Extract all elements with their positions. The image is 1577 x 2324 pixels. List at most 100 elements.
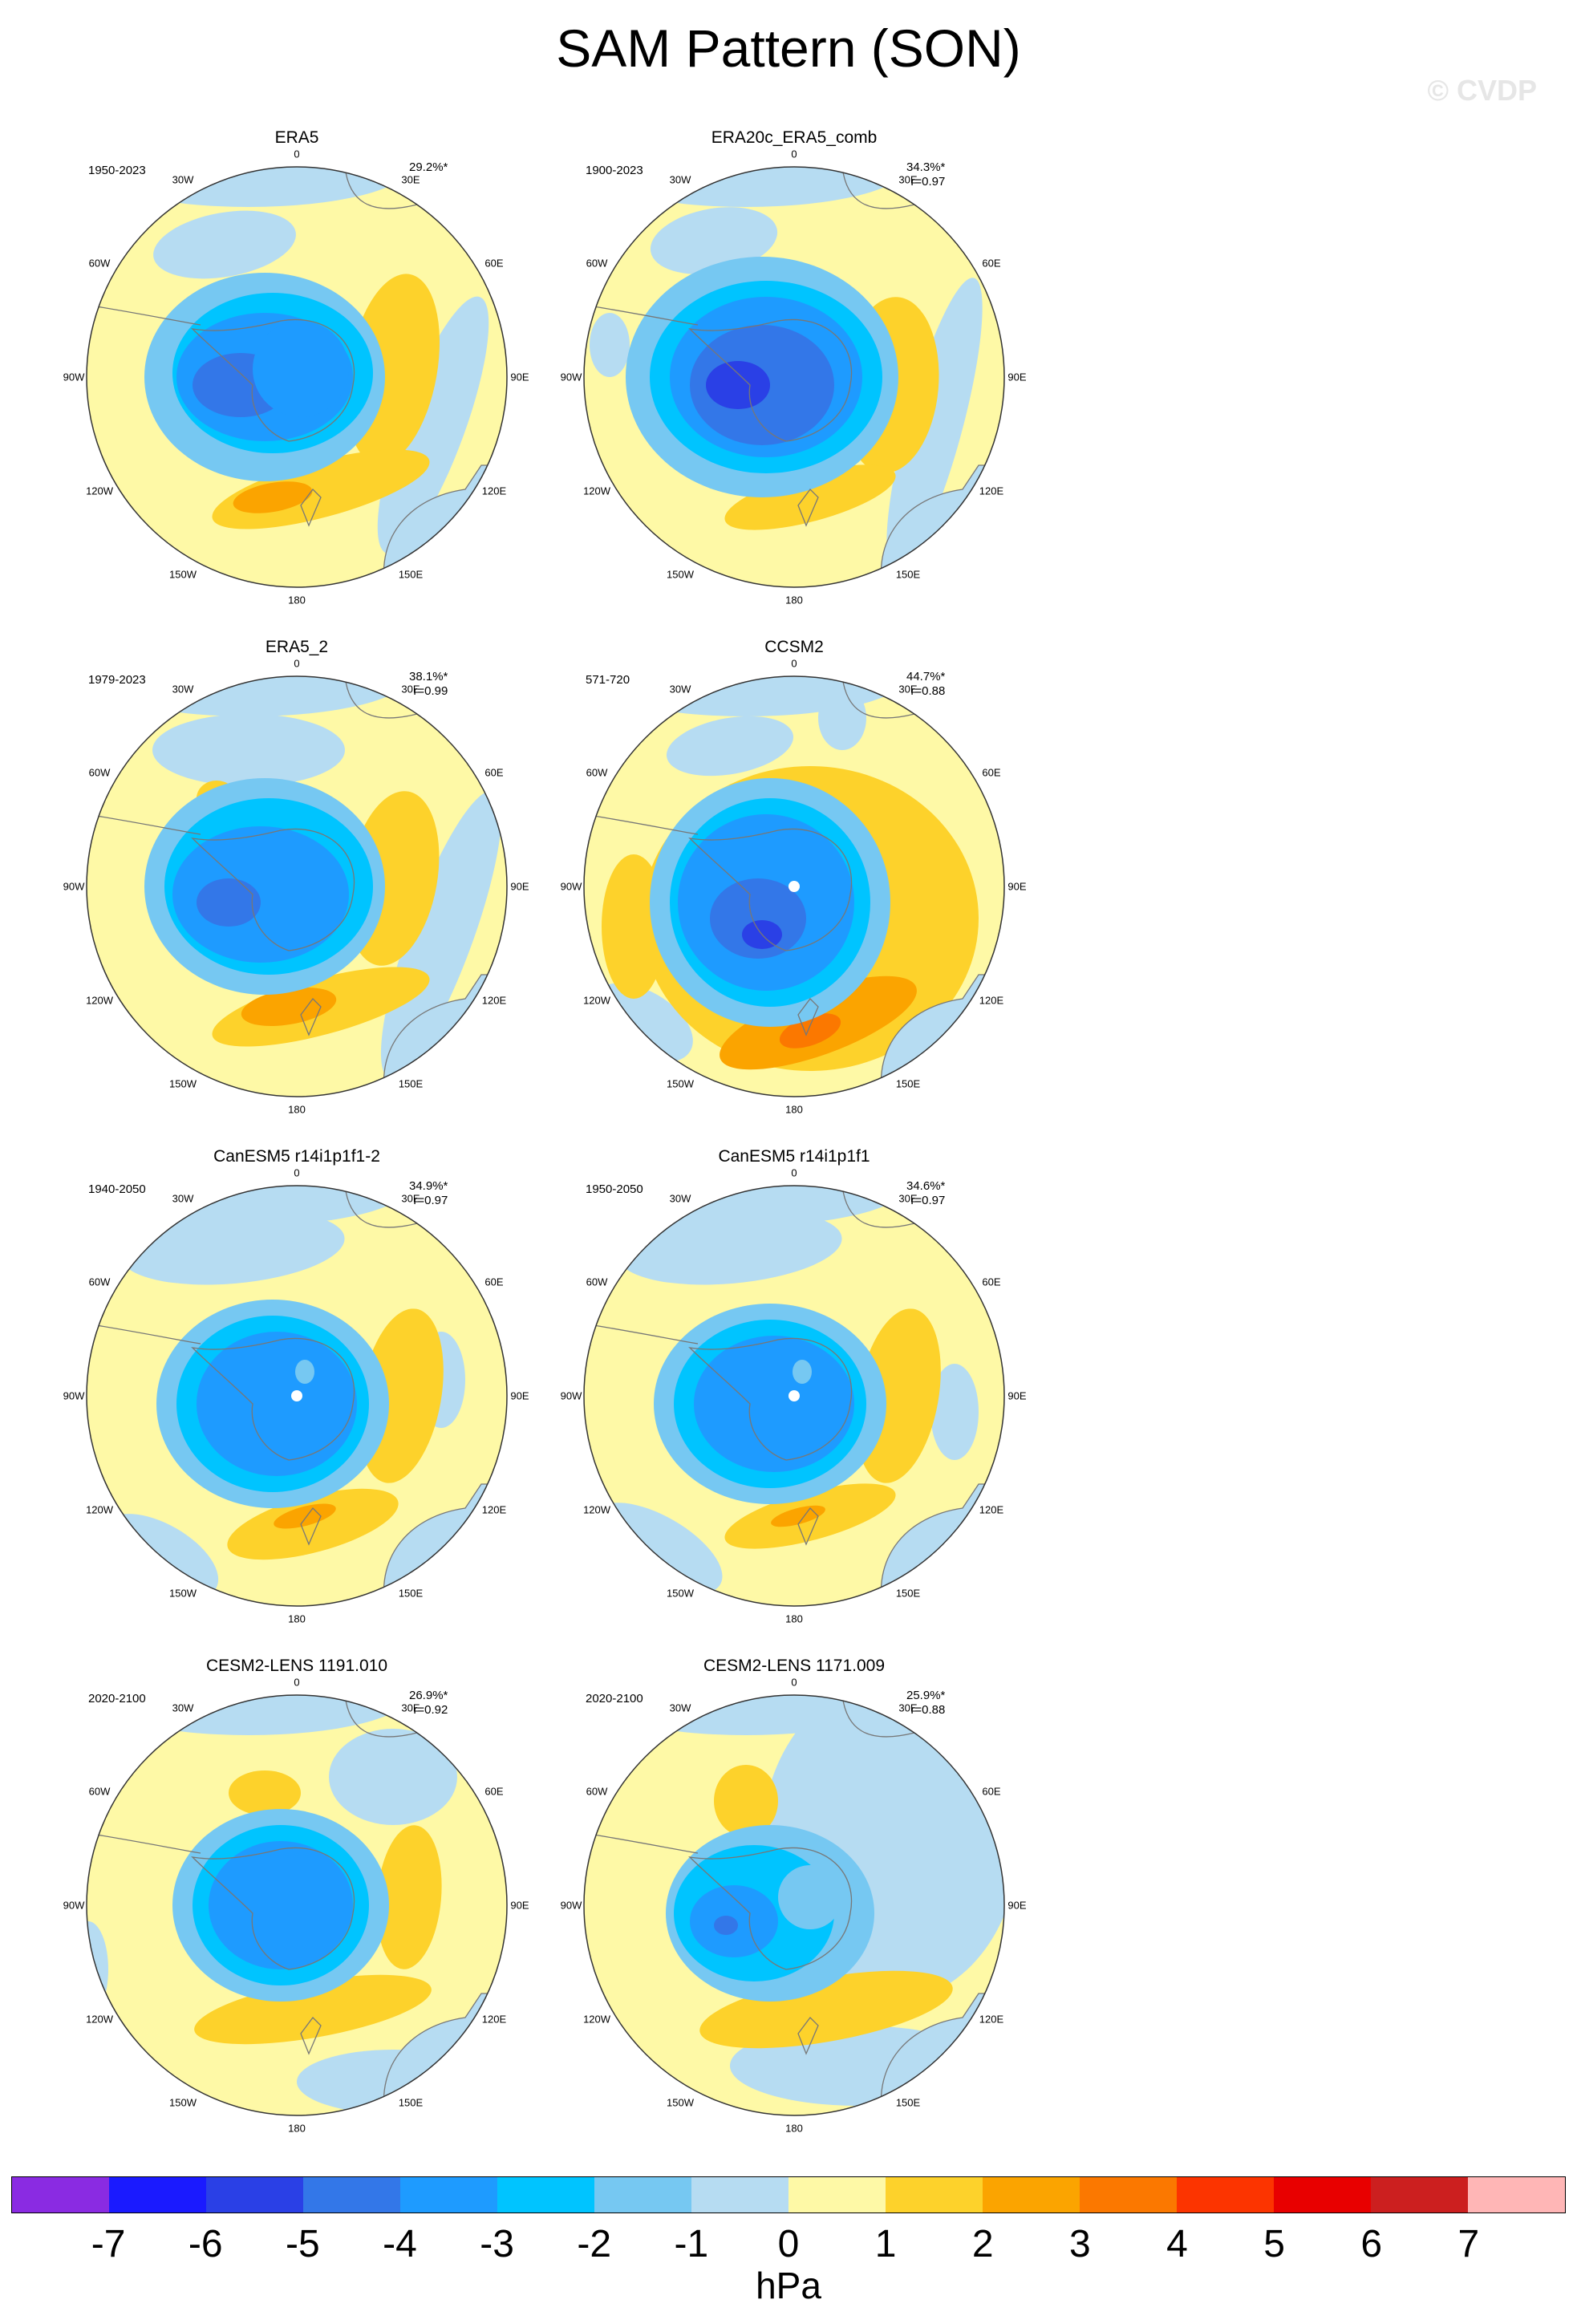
longitude-label: 120W xyxy=(86,1503,114,1516)
new-zealand-coastline xyxy=(797,1507,819,1546)
longitude-label: 0 xyxy=(294,1676,300,1689)
longitude-label: 120W xyxy=(583,2013,611,2026)
longitude-label: 60E xyxy=(982,1785,1001,1798)
map-border xyxy=(86,1694,508,2116)
longitude-label: 150W xyxy=(667,1077,694,1090)
longitude-label: 180 xyxy=(785,1612,803,1625)
map-panel: CanESM5 r14i1p1f1-2 1940-2050 34.9%* r=0.97… xyxy=(48,1147,545,1628)
panel-r: r=0.99 xyxy=(413,684,448,698)
longitude-label: 90E xyxy=(1007,1899,1027,1912)
watermark: © CVDP xyxy=(1427,74,1537,107)
colorbar-segment xyxy=(1274,2177,1371,2212)
longitude-label: 120E xyxy=(979,485,1004,497)
panel-title: CCSM2 xyxy=(764,638,824,656)
colorbar-segment xyxy=(400,2177,497,2212)
colorbar-segment xyxy=(886,2177,983,2212)
colorbar-segment xyxy=(1177,2177,1274,2212)
polar-map xyxy=(583,166,1005,588)
longitude-label: 60E xyxy=(982,1276,1001,1288)
contour-region xyxy=(229,1770,301,1815)
longitude-label: 120W xyxy=(583,485,611,497)
longitude-label: 90E xyxy=(510,880,529,893)
contour-region xyxy=(930,1364,979,1460)
panel-stats: 44.7%* r=0.88 xyxy=(906,670,945,699)
longitude-label: 180 xyxy=(785,1103,803,1116)
colorbar-segment xyxy=(12,2177,109,2212)
longitude-label: 60W xyxy=(88,1785,111,1798)
longitude-label: 60E xyxy=(484,766,504,779)
longitude-label: 90W xyxy=(63,1389,85,1402)
longitude-label: 120W xyxy=(583,994,611,1007)
longitude-label: 0 xyxy=(294,657,300,670)
longitude-label: 90E xyxy=(1007,880,1027,893)
contour-region xyxy=(602,854,666,999)
longitude-label: 150W xyxy=(667,568,694,581)
longitude-label: 60E xyxy=(484,1785,504,1798)
longitude-label: 120E xyxy=(481,2013,507,2026)
colorbar-segment xyxy=(594,2177,691,2212)
panel-title: ERA5 xyxy=(274,128,319,147)
longitude-label: 90E xyxy=(1007,371,1027,383)
longitude-label: 30W xyxy=(669,683,691,696)
longitude-label: 150W xyxy=(169,568,197,581)
colorbar-tick-label: 2 xyxy=(971,2223,994,2265)
contour-region xyxy=(793,1360,812,1384)
longitude-label: 150W xyxy=(169,2096,197,2109)
longitude-label: 60W xyxy=(88,1276,111,1288)
longitude-label: 30E xyxy=(401,1701,420,1714)
new-zealand-coastline xyxy=(300,2017,322,2055)
contour-region xyxy=(666,716,794,777)
polar-map xyxy=(583,1694,1005,2116)
longitude-label: 120W xyxy=(583,1503,611,1516)
contour-region xyxy=(706,361,770,409)
panel-r: r=0.92 xyxy=(413,1703,448,1717)
panel-period: 1950-2023 xyxy=(88,164,146,177)
map-border xyxy=(583,1185,1005,1607)
polar-map xyxy=(583,675,1005,1097)
africa-coastline xyxy=(841,167,915,209)
contour-region xyxy=(618,1210,842,1285)
panel-period: 1950-2050 xyxy=(586,1182,643,1196)
longitude-label: 120E xyxy=(979,2013,1004,2026)
map-panel: ERA5 1950-2023 29.2%* 0 30E 60E 90E 120E 150E 180… xyxy=(48,128,545,610)
panel-period: 1979-2023 xyxy=(88,673,146,687)
new-zealand-coastline xyxy=(300,489,322,527)
longitude-label: 120E xyxy=(979,994,1004,1007)
longitude-label: 180 xyxy=(785,2122,803,2135)
panel-period: 2020-2100 xyxy=(88,1692,146,1705)
africa-coastline xyxy=(344,1186,418,1228)
new-zealand-coastline xyxy=(797,998,819,1036)
colorbar-segment xyxy=(983,2177,1080,2212)
colorbar-tick-label: -7 xyxy=(91,2223,126,2265)
contour-region xyxy=(227,1488,399,1560)
colorbar-segment xyxy=(1371,2177,1468,2212)
colorbar-segment xyxy=(206,2177,303,2212)
longitude-label: 30W xyxy=(172,173,194,186)
contour-region xyxy=(152,714,345,786)
contour-region xyxy=(88,167,409,207)
longitude-label: 30E xyxy=(898,1701,918,1714)
contour-region xyxy=(710,878,806,959)
contour-region xyxy=(295,1360,314,1384)
panel-r: r=0.88 xyxy=(910,1703,946,1717)
contour-region xyxy=(699,1970,953,2049)
panel-pct: 38.1%* xyxy=(409,670,448,683)
contour-region xyxy=(197,1332,357,1476)
colorbar-tick-label: 0 xyxy=(777,2223,800,2265)
contour-region xyxy=(724,464,896,530)
antarctica-coastline xyxy=(688,828,853,951)
panel-title: CanESM5 r14i1p1f1-2 xyxy=(213,1147,380,1166)
contour-region xyxy=(241,987,337,1027)
contour-region xyxy=(714,1916,738,1935)
longitude-label: 90W xyxy=(560,880,582,893)
contour-region xyxy=(253,321,349,417)
contour-region xyxy=(650,207,778,274)
pole-marker xyxy=(788,881,800,892)
longitude-label: 150W xyxy=(169,1077,197,1090)
panel-stats: 34.3%* r=0.97 xyxy=(906,160,945,189)
panel-pct: 34.6%* xyxy=(906,1179,946,1193)
panel-stats: 38.1%* r=0.99 xyxy=(409,670,448,699)
longitude-label: 60W xyxy=(586,766,608,779)
longitude-label: 90W xyxy=(63,1899,85,1912)
longitude-label: 90W xyxy=(560,371,582,383)
